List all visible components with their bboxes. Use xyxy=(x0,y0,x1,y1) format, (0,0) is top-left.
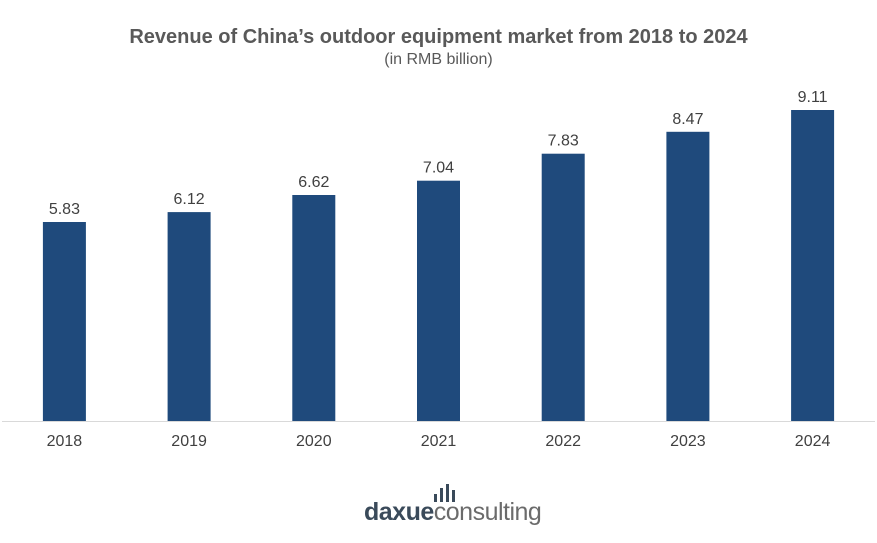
value-label-2023: 8.47 xyxy=(672,111,703,128)
bar-2020 xyxy=(292,195,336,421)
value-label-2019: 6.12 xyxy=(174,191,205,208)
bar-2024 xyxy=(791,110,835,421)
x-tick-label-2021: 2021 xyxy=(421,433,457,450)
chart-title: Revenue of China’s outdoor equipment mar… xyxy=(129,26,748,48)
value-label-2022: 7.83 xyxy=(548,133,579,150)
x-tick-label-2022: 2022 xyxy=(545,433,581,450)
daxue-consulting-logo: daxueconsulting xyxy=(364,484,574,528)
value-label-2018: 5.83 xyxy=(49,201,80,218)
bar-2018 xyxy=(42,222,86,421)
bar-chart-icon xyxy=(434,484,455,502)
x-tick-label-2020: 2020 xyxy=(296,433,332,450)
bars-group xyxy=(42,110,835,422)
bar-2019 xyxy=(167,212,211,421)
value-label-2020: 6.62 xyxy=(298,174,329,191)
x-tick-label-2018: 2018 xyxy=(47,433,83,450)
bar-2023 xyxy=(666,131,710,422)
labels-group: 5.83 2018 6.12 2019 6.62 2020 7.04 2021 7.83 2022… xyxy=(47,89,831,450)
bar-2022 xyxy=(541,153,585,421)
x-tick-label-2019: 2019 xyxy=(171,433,207,450)
bar-chart: 5.83 2018 6.12 2019 6.62 2020 7.04 2021 7.83 2022… xyxy=(2,89,875,450)
chart-subtitle: (in RMB billion) xyxy=(384,51,493,68)
x-tick-label-2023: 2023 xyxy=(670,433,706,450)
value-label-2021: 7.04 xyxy=(423,160,454,177)
value-label-2024: 9.11 xyxy=(798,89,828,106)
logo-text-daxue: daxue xyxy=(364,498,434,526)
logo-text-consulting: consulting xyxy=(433,498,542,526)
bar-2021 xyxy=(417,180,460,421)
x-tick-label-2024: 2024 xyxy=(795,433,831,450)
